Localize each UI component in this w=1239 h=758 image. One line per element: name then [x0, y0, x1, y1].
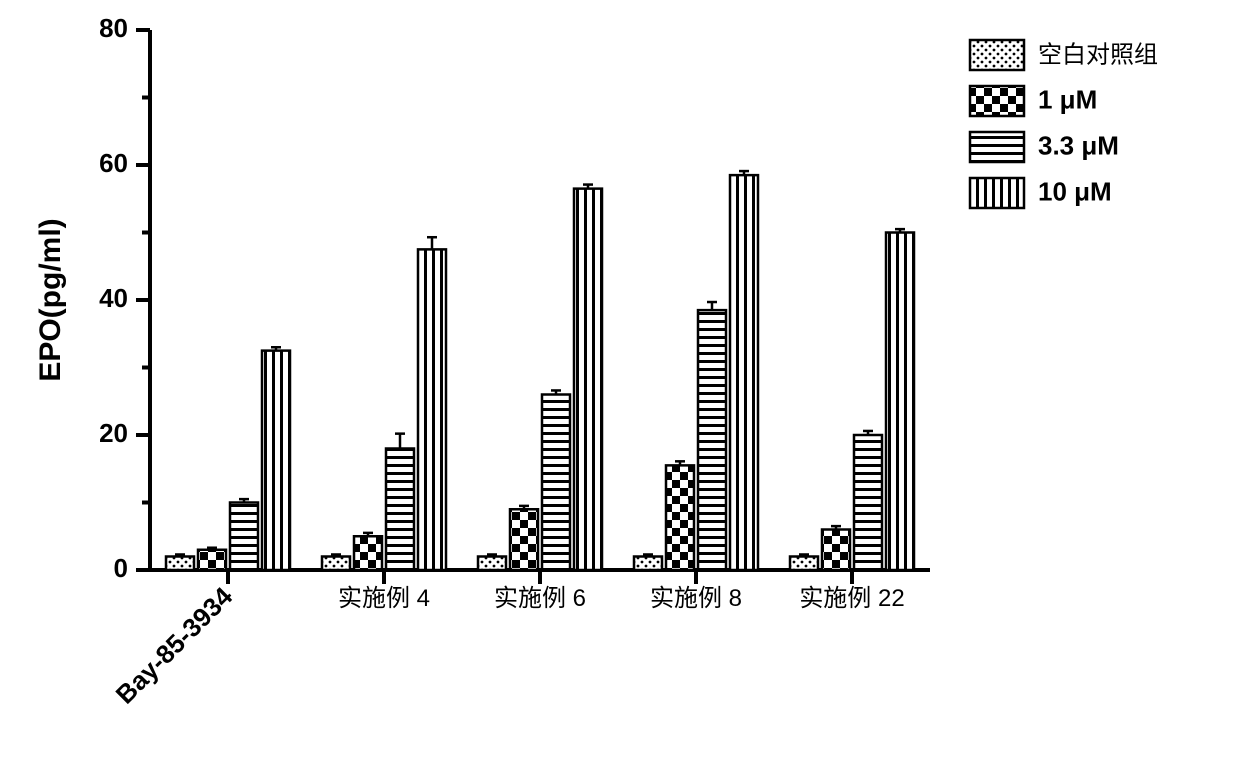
- legend-swatch: [970, 40, 1024, 70]
- category-label: 实施例 6: [494, 585, 586, 612]
- bar: [666, 465, 694, 570]
- bar: [822, 530, 850, 571]
- bar: [854, 435, 882, 570]
- chart-container: 020406080EPO(pg/ml)Bay-85-3934实施例 4实施例 6…: [0, 0, 1239, 758]
- category-label: 实施例 8: [650, 585, 742, 612]
- bar: [262, 351, 290, 570]
- bar: [574, 189, 602, 570]
- legend-label: 3.3 μM: [1038, 131, 1119, 161]
- bar: [418, 249, 446, 570]
- y-tick-label: 20: [99, 418, 128, 448]
- category-label: 实施例 4: [338, 585, 430, 612]
- bar: [730, 175, 758, 570]
- chart-svg: 020406080EPO(pg/ml)Bay-85-3934实施例 4实施例 6…: [0, 0, 1239, 758]
- bar: [230, 503, 258, 571]
- y-tick-label: 60: [99, 148, 128, 178]
- legend-label: 1 μM: [1038, 85, 1097, 115]
- bar: [478, 557, 506, 571]
- y-tick-label: 0: [114, 553, 128, 583]
- legend-label: 10 μM: [1038, 177, 1112, 207]
- category-label: 实施例 22: [799, 585, 904, 612]
- legend-swatch: [970, 86, 1024, 116]
- bar: [542, 395, 570, 571]
- bar: [166, 557, 194, 571]
- legend-swatch: [970, 178, 1024, 208]
- bar: [354, 536, 382, 570]
- bar: [790, 557, 818, 571]
- bar: [322, 557, 350, 571]
- legend-label: 空白对照组: [1038, 42, 1158, 69]
- bar: [886, 233, 914, 571]
- bar: [198, 550, 226, 570]
- y-tick-label: 40: [99, 283, 128, 313]
- bar: [386, 449, 414, 571]
- y-tick-label: 80: [99, 13, 128, 43]
- y-axis-label: EPO(pg/ml): [34, 218, 67, 381]
- bar: [510, 509, 538, 570]
- bar: [698, 310, 726, 570]
- bar: [634, 557, 662, 571]
- legend-swatch: [970, 132, 1024, 162]
